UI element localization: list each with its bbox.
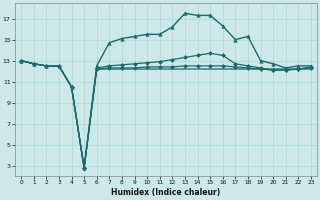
X-axis label: Humidex (Indice chaleur): Humidex (Indice chaleur)	[111, 188, 221, 197]
